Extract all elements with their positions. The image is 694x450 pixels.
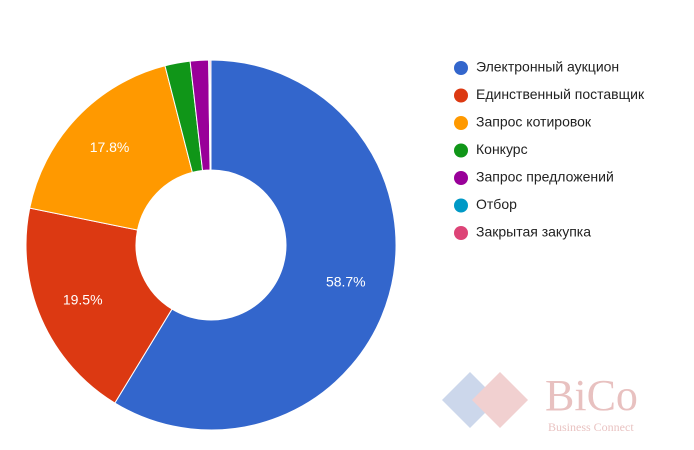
- watermark-subtitle: Business Connect: [548, 420, 634, 434]
- slice: [209, 59, 212, 171]
- legend-label: Единственный поставщик: [476, 86, 645, 102]
- slice-label: 19.5%: [63, 292, 103, 308]
- slice: [29, 65, 193, 231]
- legend-label: Электронный аукцион: [476, 59, 619, 75]
- watermark-logo: [442, 372, 498, 428]
- slice-label: 58.7%: [326, 273, 366, 289]
- watermark-title: BiCo: [545, 371, 638, 420]
- legend-marker: [454, 171, 468, 185]
- legend-label: Запрос котировок: [476, 114, 592, 130]
- slice: [25, 207, 173, 404]
- legend-marker: [454, 88, 468, 103]
- watermark: BiCo Business Connect: [442, 371, 638, 434]
- legend-label: Закрытая закупка: [476, 224, 591, 240]
- slice: [114, 59, 397, 431]
- legend-marker: [454, 143, 468, 158]
- slice-label: 17.8%: [90, 139, 130, 155]
- legend-marker: [454, 61, 468, 75]
- legend-marker: [454, 116, 468, 130]
- legend-label: Отбор: [476, 196, 517, 212]
- legend-label: Запрос предложений: [476, 169, 614, 185]
- legend-marker: [454, 226, 468, 240]
- watermark-logo: [472, 372, 528, 428]
- legend-label: Конкурс: [476, 141, 528, 157]
- legend-marker: [454, 198, 468, 213]
